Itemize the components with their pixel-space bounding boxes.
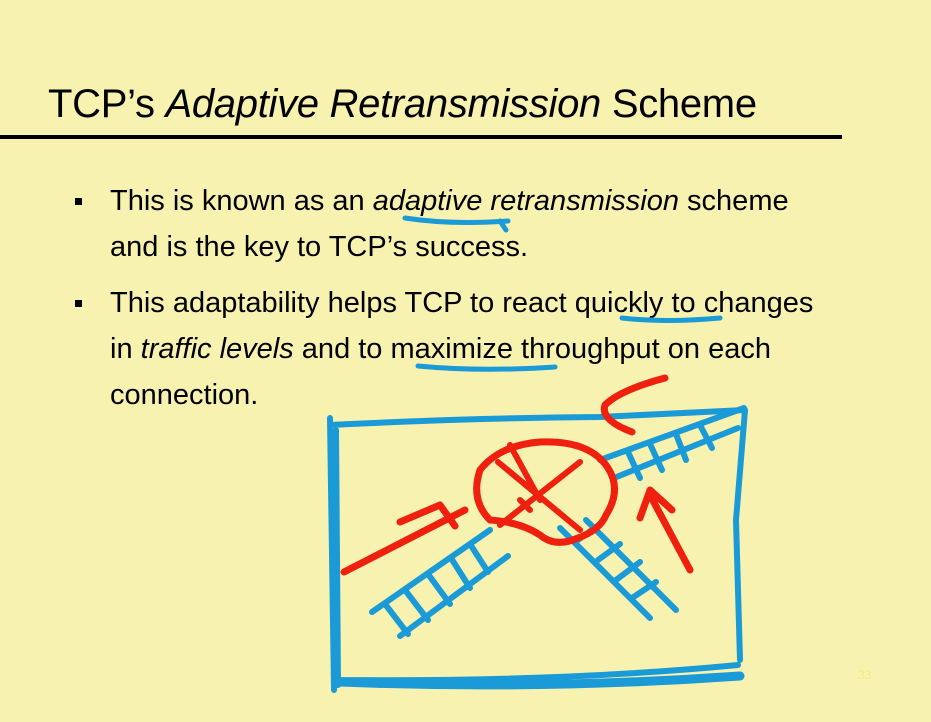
title-pre: TCP’s [48, 82, 166, 126]
bullet-2-italic: traffic levels [140, 333, 294, 365]
page-number: 33 [858, 668, 872, 682]
title-italic: Adaptive Retransmission [165, 82, 602, 126]
bullet-item-1: This is known as an adaptive retransmiss… [70, 178, 910, 270]
bullet-2-text-b: to changes [663, 287, 814, 319]
bullet-1-line-1: This is known as an adaptive retransmiss… [110, 178, 910, 224]
right-arrow [636, 486, 694, 574]
left-ladder-track [369, 527, 511, 639]
bullet-2-word-quickly: quickly [574, 287, 664, 319]
underline-quickly [619, 315, 723, 323]
slide-title: TCP’s Adaptive Retransmission Scheme [48, 82, 757, 127]
diagram-frame-bottom-thick [335, 671, 745, 690]
title-post: Scheme [601, 82, 757, 126]
congestion-blob [473, 438, 618, 546]
bullet-1-text-b: scheme [679, 185, 789, 217]
underline-maximize [415, 363, 558, 372]
title-underline-rule [0, 135, 842, 139]
bullet-2-text-a: This adaptability helps TCP to react [110, 287, 575, 319]
bullet-marker [75, 198, 82, 205]
left-arrow [340, 501, 469, 576]
diagram-frame [327, 407, 748, 693]
congestion-x [495, 442, 583, 533]
top-arrow-hook [600, 374, 669, 436]
bullet-marker [75, 300, 82, 307]
bullet-2-line-3: connection. [110, 379, 259, 411]
bullet-1-italic: adaptive retransmission [372, 185, 679, 217]
bullet-list: This is known as an adaptive retransmiss… [70, 178, 910, 418]
bullet-2-word-maximize: maximize [390, 333, 513, 365]
bullet-2-text-d: and to [293, 333, 391, 365]
underline-adaptive [402, 215, 511, 233]
bullet-1-text-a: This is known as an [110, 185, 373, 217]
bullet-2-line-1: This adaptability helps TCP to react qui… [110, 280, 910, 326]
bullet-2-text-e: throughput on each [512, 333, 771, 365]
bullet-2-text-c: in [110, 333, 141, 365]
upper-right-ladder-track [597, 405, 747, 481]
bullet-item-2: This adaptability helps TCP to react qui… [70, 280, 910, 418]
bullet-2-line-2: in traffic levels and to maximize throug… [110, 326, 910, 372]
bullet-1-line-2: and is the key to TCP’s success. [110, 231, 529, 263]
